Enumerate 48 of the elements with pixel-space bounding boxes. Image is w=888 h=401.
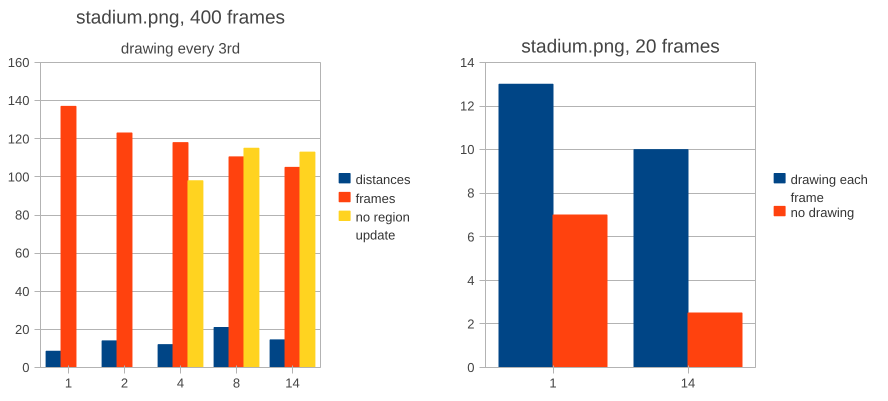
bar <box>228 156 244 368</box>
legend-label: distances <box>356 172 412 187</box>
x-tick-label: 1 <box>64 376 72 390</box>
y-tick-label: 100 <box>8 169 30 184</box>
y-tick-label: 80 <box>15 208 30 222</box>
chart-subtitle: drawing every 3rd <box>120 40 240 58</box>
bar <box>688 312 742 368</box>
bar <box>102 340 118 368</box>
y-tick-label: 14 <box>460 55 475 70</box>
bar <box>634 149 688 368</box>
chart-title: stadium.png, 400 frames <box>76 8 286 28</box>
bar <box>299 152 316 368</box>
y-tick-label: 0 <box>22 360 30 375</box>
y-tick-label: 12 <box>460 98 475 114</box>
y-tick-label: 10 <box>460 142 475 158</box>
legend-label: no drawing <box>790 204 854 220</box>
bar <box>284 166 300 368</box>
bar <box>158 344 174 368</box>
x-tick-label: 8 <box>232 376 240 390</box>
legend-label: no region update <box>356 210 410 243</box>
y-tick-label: 160 <box>8 55 30 70</box>
x-tick-label: 14 <box>680 376 696 390</box>
bar <box>116 132 132 368</box>
y-tick-label: 60 <box>15 246 30 261</box>
y-tick-label: 0 <box>467 360 475 375</box>
bar <box>187 180 204 368</box>
bar <box>172 142 188 368</box>
y-tick-label: 2 <box>467 316 475 332</box>
x-tick-label: 4 <box>176 376 184 390</box>
x-tick-label: 14 <box>285 376 300 390</box>
y-tick-label: 140 <box>8 93 30 108</box>
legend-label: frames <box>356 190 396 206</box>
y-tick-label: 40 <box>15 284 30 299</box>
bar <box>270 339 286 368</box>
chart-title: stadium.png, 20 frames <box>521 36 720 58</box>
x-tick-label: 2 <box>120 376 128 390</box>
bar <box>243 148 260 368</box>
bar <box>552 214 608 368</box>
bar <box>214 326 230 368</box>
bar <box>60 106 76 368</box>
y-tick-label: 6 <box>467 229 475 244</box>
bar <box>46 350 62 368</box>
bar <box>498 84 554 368</box>
y-tick-label: 8 <box>467 186 475 201</box>
y-tick-label: 4 <box>467 272 475 288</box>
x-tick-label: 1 <box>549 376 557 390</box>
y-tick-label: 120 <box>8 131 30 146</box>
y-tick-label: 20 <box>15 322 30 337</box>
